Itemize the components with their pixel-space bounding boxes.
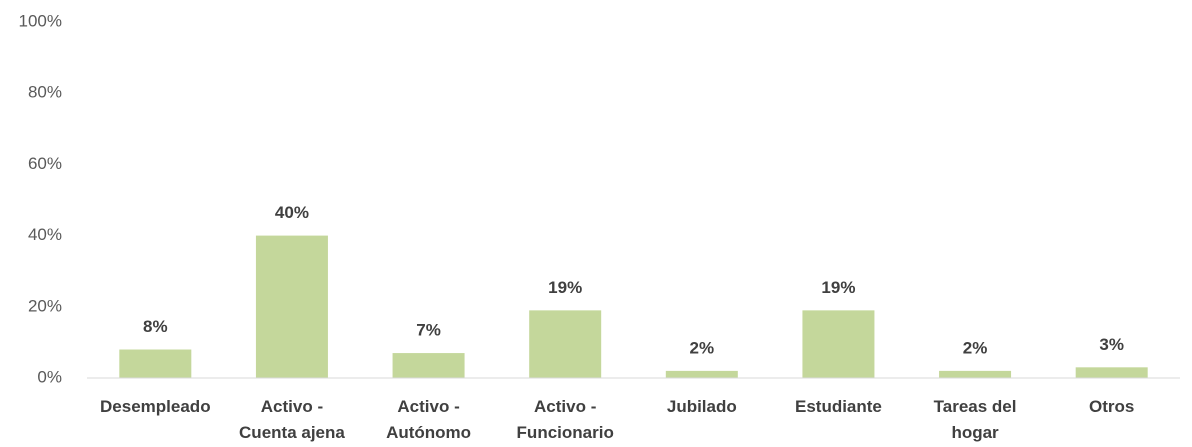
data-label: 40% [275, 203, 309, 222]
bar [392, 353, 465, 378]
y-tick-label: 80% [28, 83, 62, 102]
data-label: 8% [143, 317, 168, 336]
data-label: 7% [416, 321, 441, 340]
data-label: 2% [963, 338, 988, 357]
x-tick-label: Jubilado [667, 397, 737, 416]
y-tick-label: 100% [19, 11, 62, 30]
bar [802, 310, 875, 378]
x-tick-label: Desempleado [100, 397, 211, 416]
x-tick-label: Activo -Funcionario [517, 397, 614, 442]
bar [529, 310, 602, 378]
y-tick-label: 40% [28, 225, 62, 244]
y-tick-label: 0% [37, 367, 62, 386]
x-tick-label: Otros [1089, 397, 1134, 416]
y-tick-label: 60% [28, 154, 62, 173]
bar [255, 235, 328, 378]
bar [119, 349, 192, 378]
x-tick-label: Activo -Cuenta ajena [239, 397, 345, 442]
bar [1075, 367, 1148, 378]
x-tick-label: Activo -Autónomo [386, 397, 471, 442]
bar [939, 370, 1012, 378]
x-tick-label: Tareas del hogar [934, 397, 1017, 442]
data-label: 19% [821, 278, 855, 297]
data-label: 2% [690, 338, 715, 357]
data-label: 19% [548, 278, 582, 297]
data-label: 3% [1099, 335, 1124, 354]
bar [665, 370, 738, 378]
y-tick-label: 20% [28, 296, 62, 315]
x-tick-label: Estudiante [795, 397, 882, 416]
